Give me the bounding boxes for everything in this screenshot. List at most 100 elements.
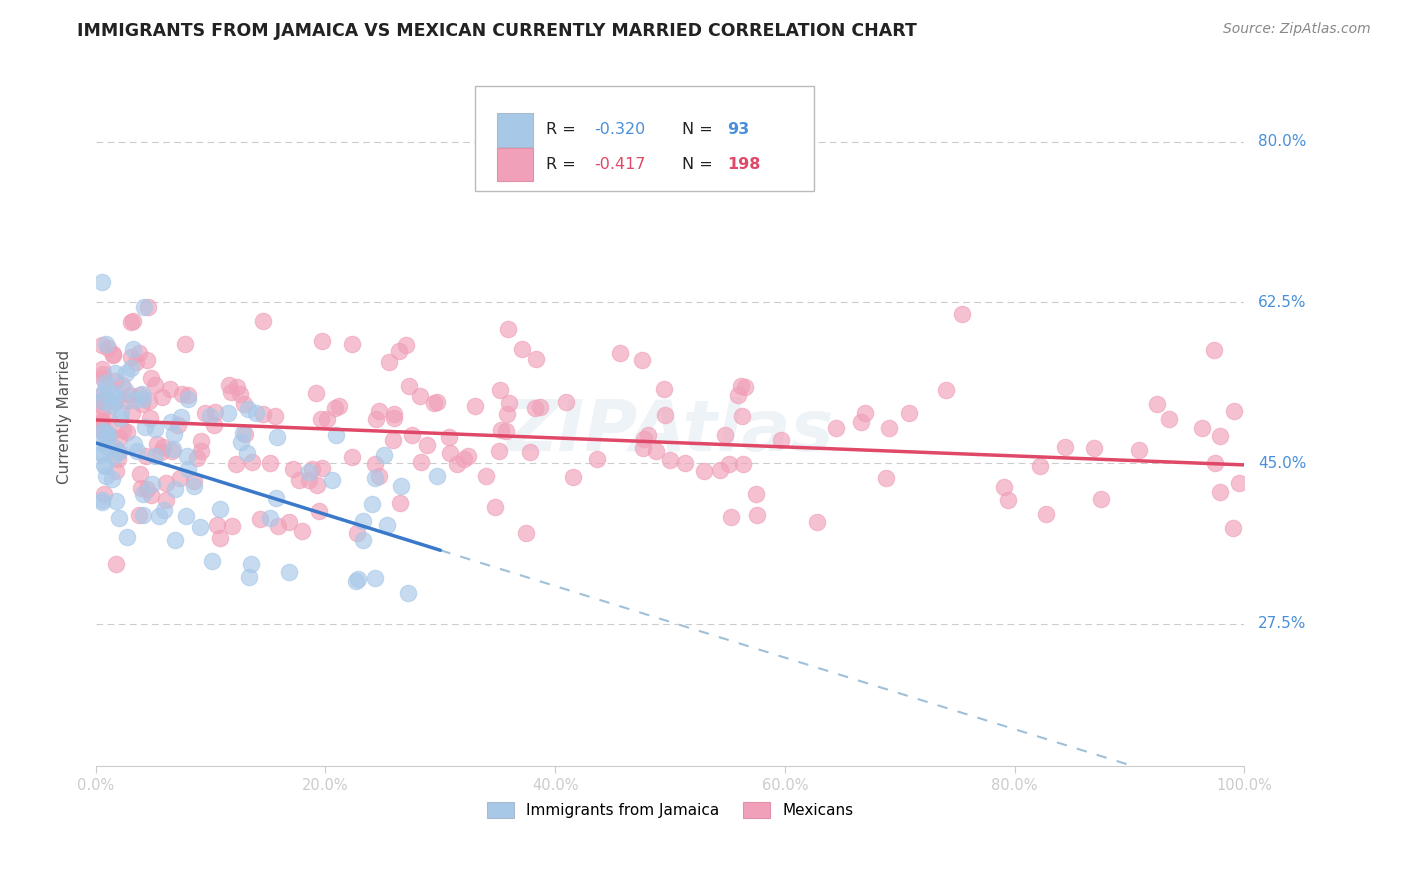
- Point: [143, 378, 166, 392]
- Point: [166, 417, 188, 432]
- Point: [328, 399, 350, 413]
- Point: [131, 386, 153, 401]
- Point: [229, 435, 252, 450]
- Point: [176, 508, 198, 523]
- Point: [298, 473, 321, 487]
- Y-axis label: Currently Married: Currently Married: [58, 351, 72, 484]
- Point: [267, 519, 290, 533]
- Point: [159, 382, 181, 396]
- Point: [375, 518, 398, 533]
- Point: [340, 337, 363, 351]
- Text: N =: N =: [682, 122, 717, 137]
- Point: [630, 353, 652, 368]
- Point: [519, 445, 541, 459]
- Point: [146, 437, 169, 451]
- Point: [141, 476, 163, 491]
- Point: [131, 397, 153, 411]
- Point: [128, 508, 150, 523]
- Point: [409, 454, 432, 468]
- Text: 45.0%: 45.0%: [1258, 456, 1306, 471]
- Point: [745, 508, 768, 522]
- Point: [950, 307, 973, 321]
- Point: [388, 343, 411, 358]
- Point: [308, 503, 330, 517]
- Point: [232, 397, 254, 411]
- Point: [439, 430, 461, 444]
- Point: [495, 424, 517, 438]
- Point: [1083, 441, 1105, 455]
- Point: [240, 557, 263, 571]
- Text: 198: 198: [727, 157, 761, 172]
- Point: [145, 449, 167, 463]
- Legend: Immigrants from Jamaica, Mexicans: Immigrants from Jamaica, Mexicans: [481, 797, 859, 824]
- Point: [229, 387, 252, 401]
- Point: [346, 525, 368, 540]
- Point: [364, 457, 387, 471]
- Point: [235, 446, 257, 460]
- Point: [204, 405, 226, 419]
- Point: [510, 342, 533, 356]
- Point: [382, 407, 405, 421]
- Point: [122, 343, 145, 357]
- Point: [183, 478, 205, 492]
- Point: [90, 388, 112, 402]
- Text: 93: 93: [727, 122, 749, 137]
- Point: [439, 445, 461, 459]
- Point: [474, 469, 496, 483]
- Point: [259, 511, 281, 525]
- Point: [190, 443, 212, 458]
- Point: [654, 408, 676, 422]
- Point: [218, 377, 240, 392]
- Point: [103, 391, 125, 405]
- Point: [172, 386, 194, 401]
- Point: [311, 460, 333, 475]
- Point: [107, 444, 129, 458]
- Point: [288, 473, 311, 487]
- Point: [201, 554, 224, 568]
- Point: [101, 348, 124, 362]
- Point: [496, 407, 519, 421]
- Point: [96, 439, 118, 453]
- Point: [128, 345, 150, 359]
- Point: [188, 520, 211, 534]
- Point: [770, 434, 793, 448]
- Text: R =: R =: [546, 122, 581, 137]
- Point: [104, 464, 127, 478]
- Point: [90, 404, 112, 418]
- Point: [875, 470, 897, 484]
- Text: IMMIGRANTS FROM JAMAICA VS MEXICAN CURRENTLY MARRIED CORRELATION CHART: IMMIGRANTS FROM JAMAICA VS MEXICAN CURRE…: [77, 22, 917, 40]
- Point: [101, 472, 124, 486]
- Point: [524, 352, 547, 367]
- Point: [136, 300, 159, 314]
- Point: [96, 337, 118, 351]
- Point: [90, 338, 112, 352]
- Point: [426, 469, 449, 483]
- FancyBboxPatch shape: [475, 86, 814, 191]
- Point: [90, 435, 112, 450]
- Point: [364, 412, 387, 426]
- Point: [209, 531, 232, 545]
- Text: -0.320: -0.320: [595, 122, 645, 137]
- Point: [148, 508, 170, 523]
- Point: [115, 394, 138, 409]
- Point: [877, 421, 900, 435]
- Point: [90, 447, 112, 461]
- Point: [396, 585, 419, 599]
- Point: [107, 445, 129, 459]
- Point: [183, 475, 205, 489]
- Point: [377, 354, 399, 368]
- Point: [163, 533, 186, 548]
- Point: [484, 500, 506, 515]
- Point: [124, 355, 146, 369]
- Point: [1208, 429, 1230, 443]
- Point: [278, 515, 301, 529]
- Point: [645, 444, 668, 458]
- Point: [245, 407, 267, 421]
- Point: [730, 379, 752, 393]
- FancyBboxPatch shape: [496, 148, 533, 181]
- Point: [631, 441, 654, 455]
- Point: [91, 367, 114, 381]
- Point: [489, 423, 512, 437]
- Point: [96, 468, 118, 483]
- Point: [143, 422, 166, 436]
